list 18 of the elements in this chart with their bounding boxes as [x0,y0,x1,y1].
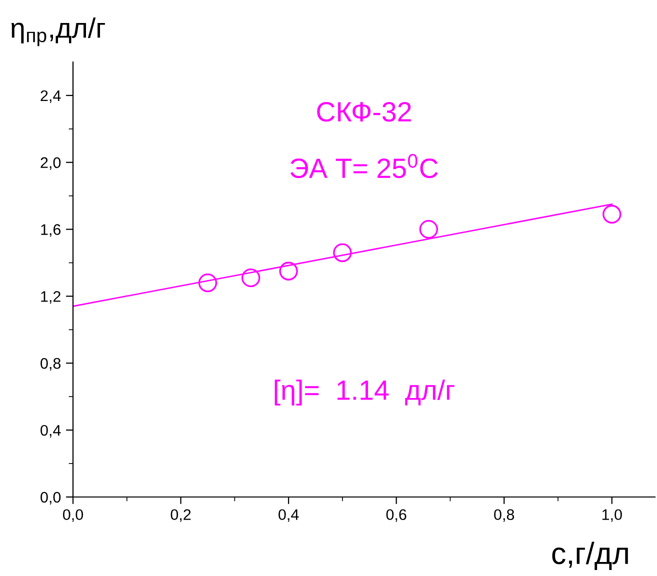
x-tick-label: 1,0 [602,509,622,522]
y-tick-label: 1,2 [41,291,60,304]
annotation: [η]= 1.14 дл/г [274,380,454,406]
y-tick-label: 0,8 [40,358,61,371]
annotation: ЭА T= 25$^{0}$C [290,154,438,178]
y-tick-label: 0,0 [40,492,61,504]
y-axis-title: η$_{пр}$,дл/г [11,18,105,46]
y-tick-label: 2,0 [40,157,61,170]
x-tick-label: 0,6 [386,509,406,522]
annotation: СКФ-32 [317,102,411,122]
x-tick-label: 0,4 [278,509,299,522]
y-tick-label: 1,6 [41,224,61,237]
y-tick-label: 0,4 [40,424,61,438]
x-tick-label: 0,2 [170,509,191,522]
y-tick-label: 2,4 [40,90,61,103]
x-tick-label: 0,8 [494,509,514,522]
x-tick-label: 0,0 [62,509,84,522]
x-axis-title: c,г/дл [552,542,628,570]
